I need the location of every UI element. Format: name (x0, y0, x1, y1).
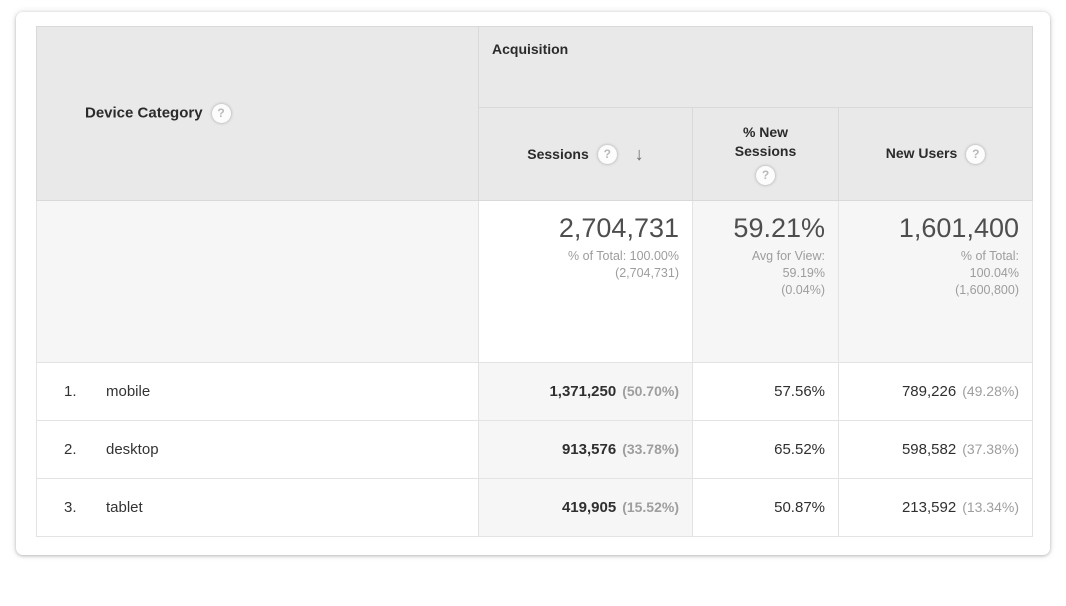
sessions-cell: 1,371,250 (50.70%) (478, 362, 693, 421)
sessions-value: 913,576 (561, 441, 617, 458)
device-cell: 2. desktop (36, 420, 479, 479)
new-users-cell: 789,226 (49.28%) (838, 362, 1033, 421)
new-users-total: 1,601,400 (898, 213, 1019, 243)
summary-pct-new-sessions-cell: 59.21% Avg for View: 59.19% (0.04%) (692, 200, 839, 363)
help-icon[interactable]: ? (597, 144, 617, 164)
device-cell: 1. mobile (36, 362, 479, 421)
new-users-note: % of Total: (960, 249, 1019, 263)
sessions-cell: 419,905 (15.52%) (478, 478, 693, 537)
pct-new-sessions-value: 57.56% (774, 383, 825, 400)
pct-new-sessions-note: 59.19% (782, 266, 825, 280)
sessions-label: Sessions (527, 146, 589, 162)
column-header-sessions[interactable]: Sessions? ↓ (478, 107, 693, 201)
help-icon[interactable]: ? (756, 166, 775, 185)
new-users-percent: (37.38%) (962, 441, 1019, 457)
sessions-total-note: (2,704,731) (615, 266, 679, 280)
column-header-pct-new-sessions[interactable]: % New Sessions ? (692, 107, 839, 201)
row-rank: 3. (64, 499, 77, 516)
sessions-total-note: % of Total: 100.00% (568, 249, 679, 263)
summary-row: 2,704,731 % of Total: 100.00% (2,704,731… (36, 200, 1033, 363)
sessions-percent: (50.70%) (622, 383, 679, 399)
pct-new-sessions-label: % New Sessions (734, 124, 797, 159)
sessions-value: 419,905 (561, 499, 617, 516)
row-rank: 2. (64, 441, 77, 458)
sessions-total: 2,704,731 (558, 213, 679, 243)
pct-new-sessions-value: 65.52% (774, 441, 825, 458)
pct-new-sessions-cell: 50.87% (692, 478, 839, 537)
new-users-percent: (49.28%) (962, 383, 1019, 399)
sessions-cell: 913,576 (33.78%) (478, 420, 693, 479)
device-category-table: Device Category? Acquisition Sessions? ↓ … (36, 26, 1033, 537)
summary-new-users-cell: 1,601,400 % of Total: 100.04% (1,600,800… (838, 200, 1033, 363)
new-users-note: 100.04% (969, 266, 1019, 280)
new-users-percent: (13.34%) (962, 499, 1019, 515)
device-name: desktop (106, 441, 159, 458)
group-header-acquisition: Acquisition (478, 26, 1033, 108)
pct-new-sessions-value: 50.87% (774, 499, 825, 516)
help-icon[interactable]: ? (211, 104, 231, 123)
column-header-new-users[interactable]: New Users? (838, 107, 1033, 201)
new-users-value: 789,226 (901, 383, 957, 400)
table-row: 3. tablet 419,905 (15.52%) 50.87% 213,592 (… (36, 478, 1033, 537)
device-cell: 3. tablet (36, 478, 479, 537)
row-rank: 1. (64, 383, 77, 400)
summary-dimension-cell (36, 200, 479, 363)
acquisition-label: Acquisition (492, 41, 569, 57)
sessions-percent: (33.78%) (622, 441, 679, 457)
pct-new-sessions-cell: 65.52% (692, 420, 839, 479)
device-name: tablet (106, 499, 143, 516)
column-header-device-category[interactable]: Device Category? (36, 26, 479, 201)
new-users-cell: 598,582 (37.38%) (838, 420, 1033, 479)
help-icon[interactable]: ? (966, 144, 986, 164)
sort-descending-icon[interactable]: ↓ (634, 143, 644, 164)
new-users-value: 213,592 (901, 499, 957, 516)
pct-new-sessions-note: (0.04%) (781, 283, 825, 297)
table-row: 1. mobile 1,371,250 (50.70%) 57.56% 789,22… (36, 362, 1033, 421)
new-users-note: (1,600,800) (955, 283, 1019, 297)
pct-new-sessions-total: 59.21% (733, 213, 825, 243)
report-card: Device Category? Acquisition Sessions? ↓ … (16, 12, 1050, 555)
new-users-cell: 213,592 (13.34%) (838, 478, 1033, 537)
pct-new-sessions-note: Avg for View: (751, 249, 825, 263)
device-category-label: Device Category (85, 104, 203, 122)
summary-sessions-cell: 2,704,731 % of Total: 100.00% (2,704,731… (478, 200, 693, 363)
table-row: 2. desktop 913,576 (33.78%) 65.52% 598,582… (36, 420, 1033, 479)
sessions-value: 1,371,250 (549, 383, 617, 400)
new-users-label: New Users (885, 144, 958, 161)
device-name: mobile (106, 383, 151, 400)
new-users-value: 598,582 (901, 441, 957, 458)
pct-new-sessions-cell: 57.56% (692, 362, 839, 421)
sessions-percent: (15.52%) (622, 499, 679, 515)
